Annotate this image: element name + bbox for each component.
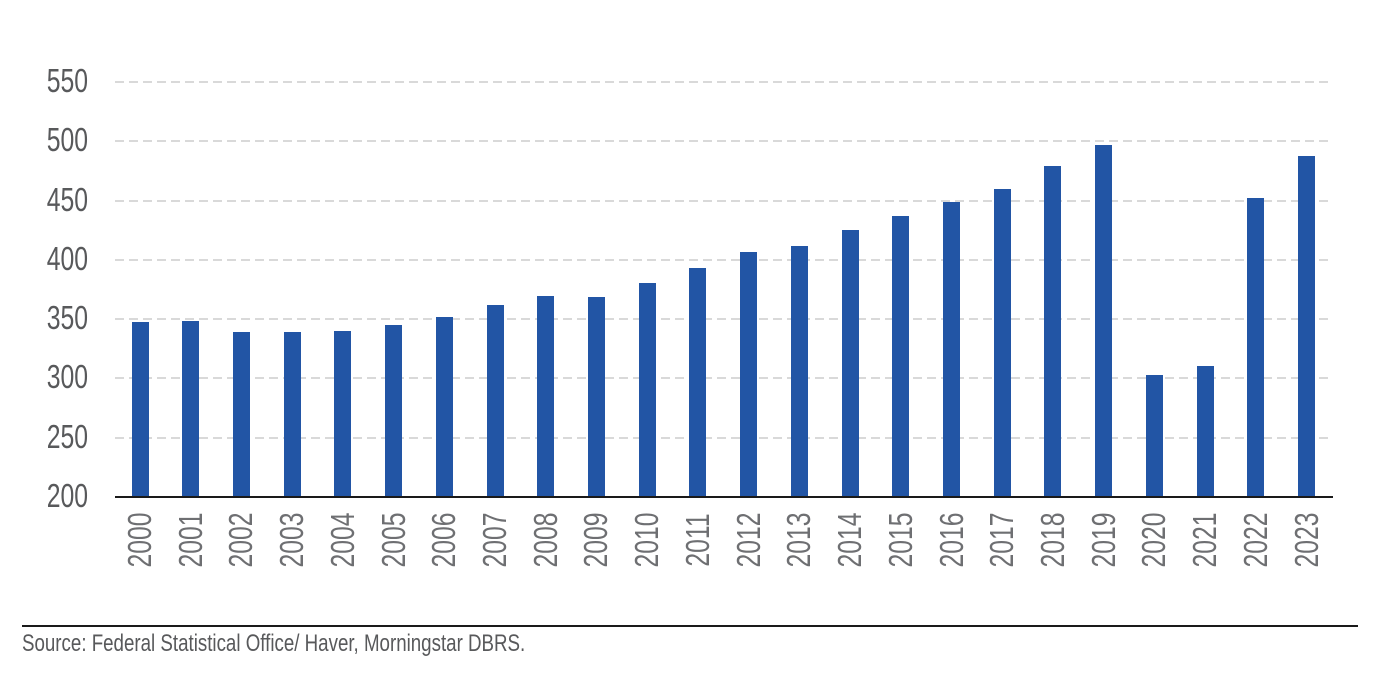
x-axis-tick-label-2018: 2018 xyxy=(1033,512,1071,568)
bar-2019 xyxy=(1095,145,1113,496)
bar-2010 xyxy=(638,282,656,496)
y-axis-tick-label-200: 200 xyxy=(46,477,88,514)
bar-2023 xyxy=(1298,155,1316,496)
y-axis-tick-label-350: 350 xyxy=(46,299,88,337)
x-axis-tick-label-2010: 2010 xyxy=(628,512,666,568)
bar-2001 xyxy=(182,320,200,496)
bar-2014 xyxy=(841,230,859,496)
x-axis-tick-label-2005: 2005 xyxy=(374,512,412,568)
bar-2011 xyxy=(689,268,707,496)
y-axis-tick-label-550: 550 xyxy=(46,62,88,99)
bar-2002 xyxy=(232,332,250,496)
x-axis-tick-label-2020: 2020 xyxy=(1135,512,1173,568)
bar-2005 xyxy=(385,325,403,496)
x-axis-line xyxy=(115,496,1333,498)
x-axis-tick-label-2013: 2013 xyxy=(780,512,818,568)
x-axis-tick-label-2006: 2006 xyxy=(425,512,463,568)
x-axis-tick-label-2002: 2002 xyxy=(222,512,260,568)
x-axis-tick-label-2001: 2001 xyxy=(171,512,209,568)
x-axis-tick-label-2011: 2011 xyxy=(678,513,716,567)
x-axis-tick-label-2017: 2017 xyxy=(983,512,1021,568)
x-axis-tick-label-2014: 2014 xyxy=(831,512,869,568)
x-axis-tick-label-2000: 2000 xyxy=(121,512,158,568)
bar-2013 xyxy=(790,245,808,496)
x-axis-tick-label-2008: 2008 xyxy=(526,512,564,568)
x-axis-tick-label-2021: 2021 xyxy=(1186,512,1224,568)
bar-2008 xyxy=(537,295,555,496)
x-axis-tick-label-2004: 2004 xyxy=(323,512,361,568)
gridline-450 xyxy=(115,199,1333,202)
bar-2015 xyxy=(892,216,910,496)
gridline-350 xyxy=(115,318,1333,321)
bar-2017 xyxy=(993,188,1011,496)
x-axis-tick-label-2016: 2016 xyxy=(932,512,970,568)
y-axis-tick-label-450: 450 xyxy=(46,180,88,218)
y-axis-tick-label-400: 400 xyxy=(46,239,88,277)
bar-2018 xyxy=(1044,166,1062,496)
x-axis-tick-label-2022: 2022 xyxy=(1236,512,1274,568)
x-axis-tick-label-2015: 2015 xyxy=(881,512,919,568)
bar-2021 xyxy=(1196,365,1214,496)
bar-2000 xyxy=(131,321,149,496)
bar-2009 xyxy=(587,296,605,496)
bar-2007 xyxy=(486,305,504,496)
gridline-250 xyxy=(115,436,1333,439)
y-axis-tick-label-300: 300 xyxy=(46,358,88,396)
bar-2004 xyxy=(334,331,352,496)
bar-chart: 200 250 300 350 400 450 500 550 2000 2001 2002 2003… xyxy=(46,62,1333,568)
source-caption: Source: Federal Statistical Office/ Have… xyxy=(22,630,526,657)
footer-divider xyxy=(22,625,1358,627)
y-axis-tick-label-250: 250 xyxy=(46,417,88,455)
y-axis-tick-label-500: 500 xyxy=(46,121,88,159)
gridline-300 xyxy=(115,377,1333,380)
bar-2003 xyxy=(283,332,301,496)
bar-2012 xyxy=(740,251,758,496)
bar-2020 xyxy=(1145,375,1163,496)
x-axis-tick-label-2007: 2007 xyxy=(476,512,514,568)
x-axis-tick-label-2019: 2019 xyxy=(1084,512,1122,568)
gridline-400 xyxy=(115,258,1333,261)
bar-2006 xyxy=(435,316,453,496)
x-axis-tick-label-2009: 2009 xyxy=(577,512,615,568)
bar-2016 xyxy=(943,201,961,496)
bar-2022 xyxy=(1247,198,1265,496)
gridline-550 xyxy=(115,81,1333,83)
x-axis-tick-label-2023: 2023 xyxy=(1287,512,1325,568)
gridline-500 xyxy=(115,140,1333,143)
x-axis-tick-label-2003: 2003 xyxy=(273,512,311,568)
x-axis-tick-label-2012: 2012 xyxy=(729,512,767,568)
